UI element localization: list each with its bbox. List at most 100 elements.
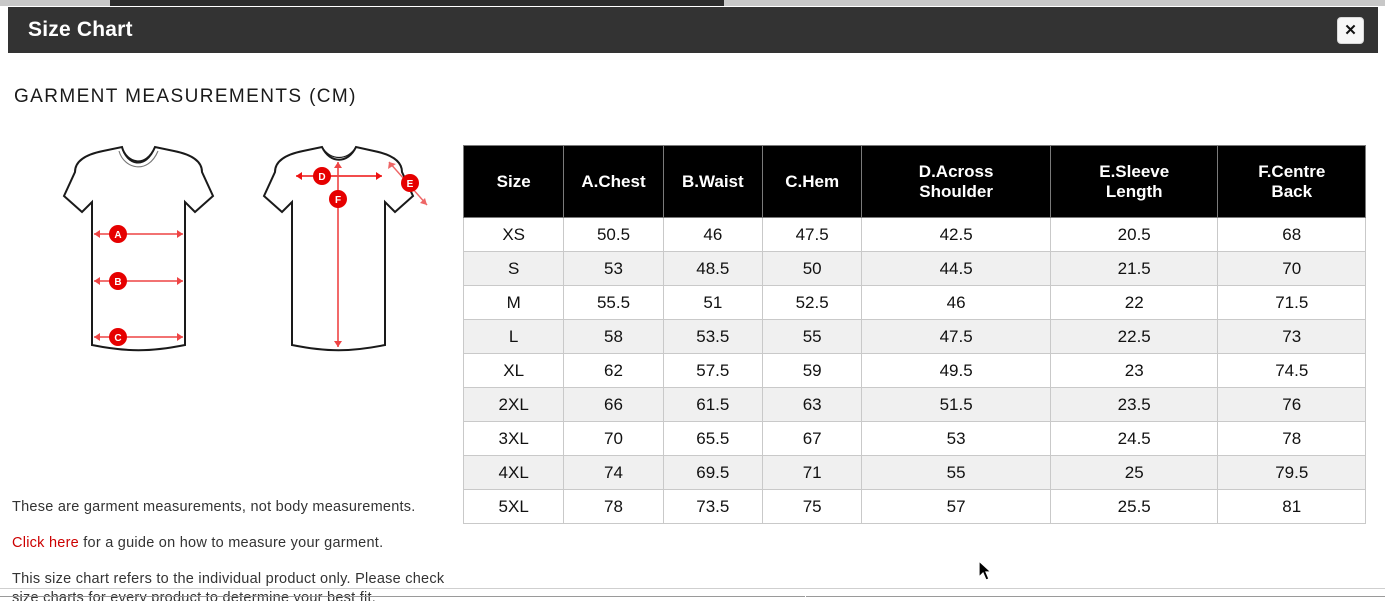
cell-chest: 70 (563, 421, 664, 456)
col-header-across-shoulder-line2: Shoulder (919, 181, 993, 201)
cell-sleeve-length: 25 (1049, 455, 1219, 490)
cell-size: M (462, 285, 565, 320)
cell-hem: 67 (761, 421, 863, 456)
size-table-body: XS 50.5 46 47.5 42.5 20.5 68 S 53 48.5 5… (462, 217, 1366, 524)
cell-chest: 50.5 (563, 217, 664, 252)
marker-b-badge (109, 272, 127, 290)
cell-waist: 51 (662, 285, 763, 320)
marker-c-label: C (114, 333, 121, 344)
col-header-across-shoulder-line1: D.Across (918, 161, 994, 181)
cell-sleeve-length: 23.5 (1049, 387, 1219, 422)
cell-across-shoulder: 46 (861, 285, 1051, 320)
marker-e-label: E (407, 179, 414, 190)
page-bottom-divider-left (0, 596, 805, 597)
cell-waist: 69.5 (662, 455, 763, 490)
cell-centre-back: 81 (1217, 489, 1366, 524)
col-header-centre-back-line2: Back (1271, 181, 1313, 201)
table-row: L 58 53.5 55 47.5 22.5 73 (462, 319, 1366, 354)
close-icon[interactable]: ✕ (1337, 16, 1364, 44)
cell-sleeve-length: 22.5 (1049, 319, 1219, 354)
cell-waist: 57.5 (662, 353, 763, 388)
tshirt-diagram-svg: A B C (62, 145, 428, 352)
cell-waist: 61.5 (662, 387, 763, 422)
cell-centre-back: 76 (1217, 387, 1366, 422)
cell-sleeve-length: 24.5 (1049, 421, 1219, 456)
measurement-notes: These are garment measurements, not body… (12, 498, 452, 601)
cell-sleeve-length: 22 (1049, 285, 1219, 320)
cell-size: 5XL (462, 489, 565, 524)
marker-e-badge (401, 174, 419, 192)
marker-d-label: D (318, 172, 325, 183)
cell-waist: 53.5 (662, 319, 763, 354)
cell-hem: 75 (761, 489, 863, 524)
cell-waist: 48.5 (662, 251, 763, 286)
cell-hem: 50 (761, 251, 863, 286)
cell-size: XS (462, 217, 565, 252)
cell-hem: 71 (761, 455, 863, 490)
cell-hem: 55 (761, 319, 863, 354)
modal-title: Size Chart (28, 18, 133, 41)
table-row: M 55.5 51 52.5 46 22 71.5 (462, 285, 1366, 320)
col-header-centre-back-line1: F.Centre (1258, 161, 1326, 181)
tshirt-diagrams: A B C (0, 138, 455, 383)
page-bottom-divider-right (806, 596, 1385, 597)
cell-waist: 65.5 (662, 421, 763, 456)
cell-size: 4XL (462, 455, 565, 490)
table-header-row: Size A.Chest B.Waist C.Hem D.Across Shoul… (462, 145, 1366, 218)
note-garment-measurements: These are garment measurements, not body… (12, 499, 416, 515)
cell-centre-back: 70 (1217, 251, 1366, 286)
cell-centre-back: 79.5 (1217, 455, 1366, 490)
cell-across-shoulder: 47.5 (861, 319, 1051, 354)
note-measure-guide: Click here for a guide on how to measure… (12, 534, 452, 553)
cell-across-shoulder: 44.5 (861, 251, 1051, 286)
cell-chest: 62 (563, 353, 664, 388)
cell-centre-back: 74.5 (1217, 353, 1366, 388)
measure-line-d (296, 172, 382, 180)
cell-across-shoulder: 51.5 (861, 387, 1051, 422)
page-top-strip-middle (110, 0, 724, 6)
cell-waist: 73.5 (662, 489, 763, 524)
measurement-guide-pane: A B C (0, 138, 455, 601)
cell-size: XL (462, 353, 565, 388)
cell-sleeve-length: 25.5 (1049, 489, 1219, 524)
cell-across-shoulder: 49.5 (861, 353, 1051, 388)
cell-waist: 46 (662, 217, 763, 252)
marker-a-badge (109, 225, 127, 243)
cell-across-shoulder: 53 (861, 421, 1051, 456)
cell-size: S (462, 251, 565, 286)
cell-chest: 53 (563, 251, 664, 286)
col-header-hem-line1: C.Hem (785, 171, 840, 191)
size-chart-table: Size A.Chest B.Waist C.Hem D.Across Shoul… (462, 145, 1366, 524)
cell-chest: 55.5 (563, 285, 664, 320)
size-table-head: Size A.Chest B.Waist C.Hem D.Across Shoul… (462, 145, 1366, 218)
cell-centre-back: 78 (1217, 421, 1366, 456)
cell-chest: 74 (563, 455, 664, 490)
table-row: XS 50.5 46 47.5 42.5 20.5 68 (462, 217, 1366, 252)
table-row: S 53 48.5 50 44.5 21.5 70 (462, 251, 1366, 286)
table-row: 4XL 74 69.5 71 55 25 79.5 (462, 455, 1366, 490)
col-header-size-line1: Size (496, 171, 531, 191)
marker-f-label: F (335, 195, 341, 206)
marker-d-badge (313, 167, 331, 185)
cell-centre-back: 68 (1217, 217, 1366, 252)
note-product-specific: This size chart refers to the individual… (12, 571, 445, 601)
col-header-across-shoulder: D.Across Shoulder (861, 145, 1051, 218)
measure-guide-link[interactable]: Click here (12, 535, 79, 551)
table-row: 2XL 66 61.5 63 51.5 23.5 76 (462, 387, 1366, 422)
cell-chest: 58 (563, 319, 664, 354)
col-header-waist-line1: B.Waist (681, 171, 744, 191)
col-header-size: Size (462, 145, 565, 218)
cell-across-shoulder: 57 (861, 489, 1051, 524)
table-row: 3XL 70 65.5 67 53 24.5 78 (462, 421, 1366, 456)
col-header-sleeve-length-line1: E.Sleeve (1099, 161, 1170, 181)
col-header-centre-back: F.Centre Back (1217, 145, 1366, 218)
marker-b-label: B (114, 277, 121, 288)
cell-sleeve-length: 23 (1049, 353, 1219, 388)
cell-size: L (462, 319, 565, 354)
tshirt-back-diagram (262, 145, 415, 352)
col-header-sleeve-length-line2: Length (1105, 181, 1163, 201)
cell-centre-back: 73 (1217, 319, 1366, 354)
page-title: GARMENT MEASUREMENTS (CM) (14, 86, 357, 107)
measure-line-a (94, 230, 183, 238)
